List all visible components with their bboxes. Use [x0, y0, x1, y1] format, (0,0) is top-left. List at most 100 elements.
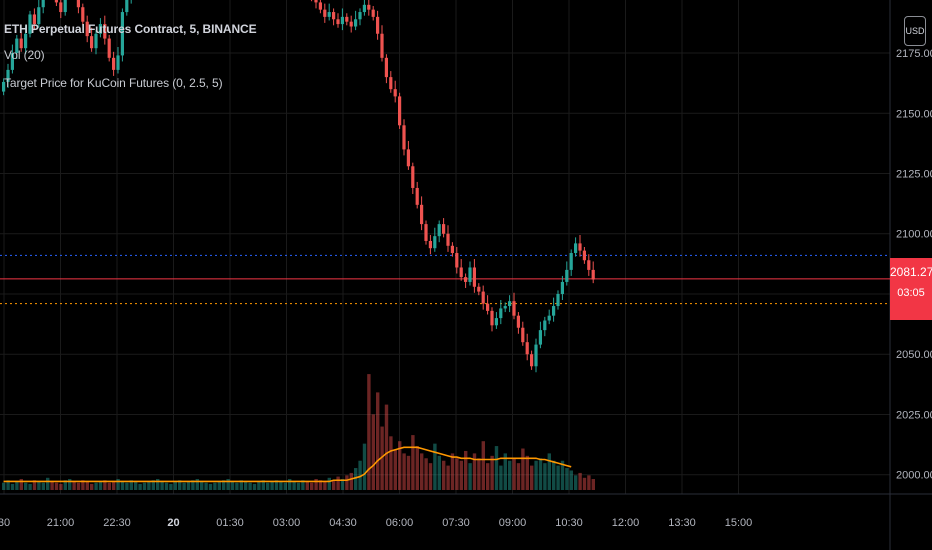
volume-bar: [41, 482, 45, 490]
last-price-value: 2081.27: [890, 265, 932, 279]
candle-body: [428, 240, 432, 249]
candle-body: [384, 57, 388, 78]
volume-bar: [547, 453, 551, 490]
candle-body: [24, 33, 28, 49]
candle-body: [76, 0, 80, 8]
volume-bar: [191, 480, 195, 490]
volume-bar: [490, 455, 494, 490]
x-tick-label: 22:30: [103, 517, 131, 529]
candle-body: [569, 253, 573, 270]
x-tick-label: 13:30: [668, 517, 696, 529]
candle-body: [393, 89, 397, 97]
candle-body: [37, 7, 41, 25]
volume-bar: [428, 463, 433, 490]
volume-bar: [354, 468, 358, 490]
candle-body: [560, 281, 564, 294]
volume-bar: [182, 482, 186, 490]
volume-legend[interactable]: Vol (20): [4, 48, 45, 62]
candle-body: [380, 33, 384, 58]
volume-bar: [446, 465, 450, 490]
candle-body: [574, 243, 578, 254]
currency-button[interactable]: USD: [904, 16, 926, 46]
candle-body: [525, 342, 529, 355]
volume-bar: [380, 426, 384, 490]
candle-body: [446, 233, 450, 246]
candle-body: [424, 224, 428, 241]
volume-bar: [134, 481, 138, 490]
volume-bar: [530, 465, 534, 490]
volume-bar: [226, 479, 230, 490]
volume-bar: [279, 481, 283, 490]
volume-bar: [481, 441, 485, 490]
volume-bar: [81, 480, 85, 490]
volume-bar: [560, 460, 565, 490]
x-tick-label: 20: [167, 517, 179, 529]
candle-body: [323, 9, 327, 17]
candle-body: [565, 269, 569, 282]
volume-bar: [367, 374, 371, 490]
volume-bar: [292, 481, 296, 490]
candle-body: [481, 291, 485, 304]
candle-body: [534, 344, 538, 367]
volume-bar: [450, 453, 455, 490]
candle-body: [112, 57, 116, 70]
volume-bar: [59, 483, 63, 490]
candle-body: [2, 81, 6, 92]
volume-bar: [50, 481, 54, 490]
volume-bar: [2, 482, 6, 490]
symbol-title[interactable]: ETH Perpetual Futures Contract, 5, BINAN…: [4, 22, 257, 36]
candle-body: [340, 16, 344, 25]
candle-body: [19, 38, 23, 49]
x-tick-label: 21:00: [47, 517, 75, 529]
candle-body: [499, 308, 503, 319]
volume-bar: [24, 482, 28, 490]
volume-bar: [362, 443, 367, 490]
volume-bar: [125, 482, 129, 490]
volume-bar: [574, 475, 578, 490]
volume-bar: [516, 463, 521, 490]
y-tick-label: 2150.00: [896, 108, 932, 120]
candle-body: [512, 301, 516, 316]
candle-body: [552, 306, 556, 316]
candle-body: [59, 2, 63, 13]
candle-body: [120, 12, 124, 56]
candle-body: [98, 24, 102, 34]
y-tick-label: 2025.00: [896, 409, 932, 421]
candle-body: [125, 0, 129, 13]
indicator-legend[interactable]: Target Price for KuCoin Futures (0, 2.5,…: [4, 76, 223, 90]
volume-bar: [138, 483, 142, 490]
volume-bar: [472, 453, 477, 490]
volume-bar: [283, 482, 287, 490]
candle-body: [28, 14, 32, 34]
volume-bar: [164, 482, 169, 490]
volume-bar: [543, 463, 547, 490]
volume-bar: [98, 481, 103, 490]
volume-bar: [389, 436, 393, 490]
volume-bar: [534, 460, 538, 490]
candle-body: [85, 21, 89, 37]
volume-bar: [345, 475, 349, 490]
volume-bar: [235, 482, 239, 490]
volume-bar: [222, 480, 226, 490]
x-tick-label: 04:30: [329, 517, 357, 529]
x-tick-label: 06:00: [386, 517, 414, 529]
volume-bar: [103, 480, 107, 490]
volume-bar: [204, 482, 208, 490]
volume-bar: [129, 480, 133, 490]
volume-bar: [398, 441, 402, 490]
candle-body: [543, 320, 547, 331]
volume-bar: [327, 477, 331, 490]
volume-bar: [314, 479, 318, 490]
bar-countdown: 03:05: [897, 287, 925, 299]
candle-body: [367, 4, 371, 10]
candle-body: [508, 301, 512, 307]
candle-body: [516, 315, 520, 328]
candle-body: [486, 303, 490, 311]
volume-bar: [6, 480, 10, 490]
candle-body: [490, 310, 494, 326]
volume-bar: [116, 479, 120, 490]
volume-bar: [94, 482, 98, 490]
y-tick-label: 2000.00: [896, 470, 932, 482]
volume-bar: [402, 453, 406, 490]
y-tick-label: 2175.00: [896, 48, 932, 60]
